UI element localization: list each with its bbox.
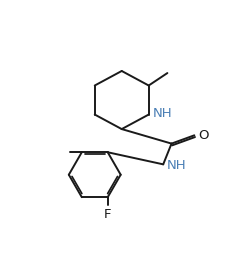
Text: F: F — [104, 208, 112, 221]
Text: NH: NH — [167, 159, 187, 172]
Text: NH: NH — [152, 107, 172, 120]
Text: O: O — [198, 129, 209, 142]
